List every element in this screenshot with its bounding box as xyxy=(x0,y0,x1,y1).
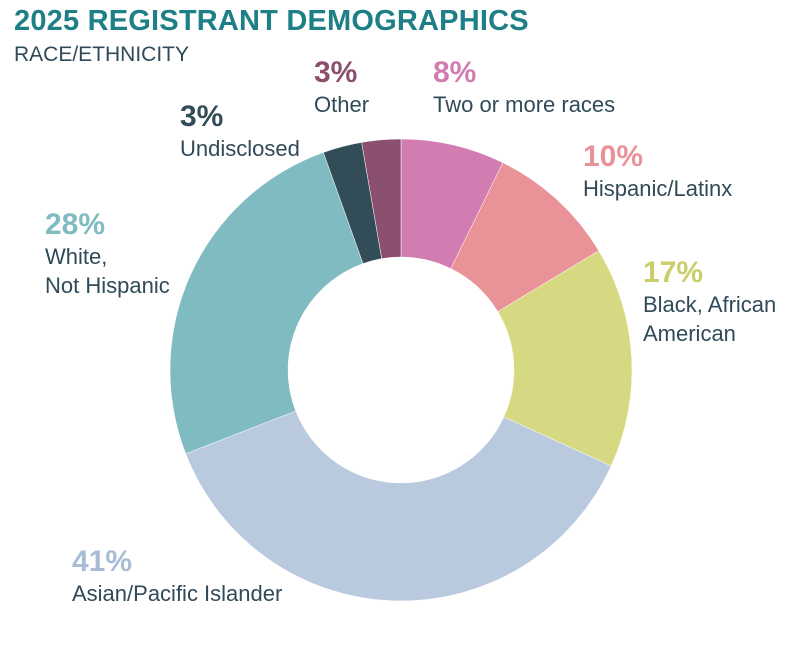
slice-white xyxy=(169,152,364,455)
label-undisclosed: 3% Undisclosed xyxy=(180,100,300,163)
donut-slices xyxy=(169,138,633,602)
label-black-african-american-category: Black, African American xyxy=(643,292,777,346)
label-white-not-hispanic-category: White, Not Hispanic xyxy=(45,244,170,298)
slice-black xyxy=(497,250,633,467)
label-white-not-hispanic-value: 28% xyxy=(45,208,106,241)
slice-other xyxy=(361,138,402,259)
slice-asian xyxy=(185,410,612,602)
label-asian-pacific-islander: 41% Asian/Pacific Islander xyxy=(72,545,282,608)
label-two-or-more-races-category: Two or more races xyxy=(433,92,616,117)
label-two-or-more-races: 8% Two or more races xyxy=(433,56,615,119)
label-undisclosed-value: 3% xyxy=(180,100,224,133)
label-asian-pacific-islander-category: Asian/Pacific Islander xyxy=(72,581,283,606)
label-black-african-american-value: 17% xyxy=(643,256,704,289)
label-two-or-more-races-value: 8% xyxy=(433,56,477,89)
chart-title: 2025 REGISTRANT DEMOGRAPHICS xyxy=(14,5,529,37)
chart-subtitle: RACE/ETHNICITY xyxy=(14,43,190,66)
label-hispanic-latinx-category: Hispanic/Latinx xyxy=(583,176,733,201)
label-other-value: 3% xyxy=(314,56,358,89)
label-white-not-hispanic: 28% White, Not Hispanic xyxy=(45,208,170,300)
label-undisclosed-category: Undisclosed xyxy=(180,136,300,161)
label-black-african-american: 17% Black, African American xyxy=(643,256,776,348)
label-other: 3% Other xyxy=(314,56,369,119)
label-hispanic-latinx-value: 10% xyxy=(583,140,644,173)
label-hispanic-latinx: 10% Hispanic/Latinx xyxy=(583,140,732,203)
label-asian-pacific-islander-value: 41% xyxy=(72,545,133,578)
label-other-category: Other xyxy=(314,92,370,117)
